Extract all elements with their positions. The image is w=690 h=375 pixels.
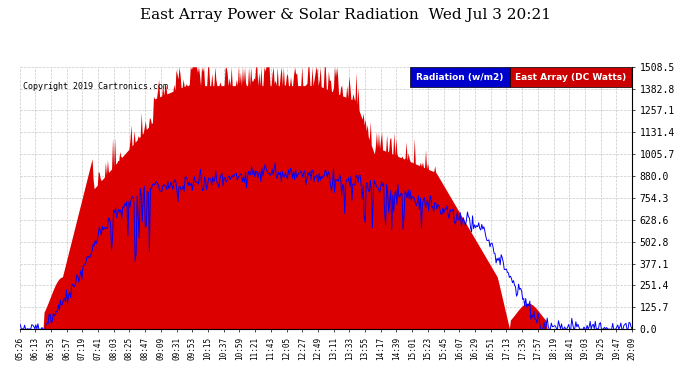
Text: Radiation (w/m2): Radiation (w/m2) xyxy=(416,72,504,81)
Text: East Array (DC Watts): East Array (DC Watts) xyxy=(515,72,626,81)
Text: East Array Power & Solar Radiation  Wed Jul 3 20:21: East Array Power & Solar Radiation Wed J… xyxy=(139,8,551,21)
Text: Copyright 2019 Cartronics.com: Copyright 2019 Cartronics.com xyxy=(23,82,168,91)
